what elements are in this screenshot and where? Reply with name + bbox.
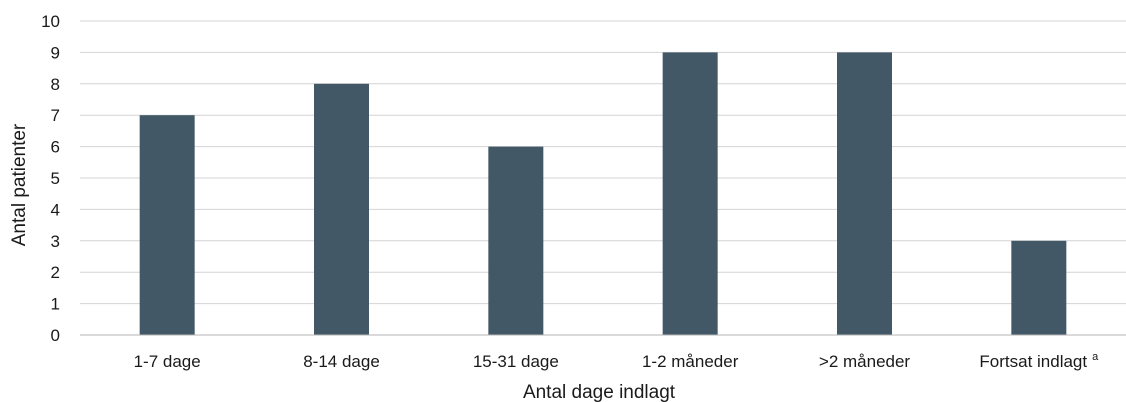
x-tick-text: Fortsat indlagt [979,352,1087,371]
x-tick-text: 1-2 måneder [642,352,739,371]
gridlines [80,20,1126,336]
bar [139,115,195,335]
y-tick-labels: 0 1 2 3 4 5 6 7 8 9 10 [41,12,60,345]
y-tick-label: 6 [51,138,60,157]
x-tick-label: 15-31 dage [473,352,559,371]
x-tick-text: 8-14 dage [303,352,380,371]
x-axis-title: Antal dage indlagt [523,382,676,402]
x-tick-label: 8-14 dage [303,352,380,371]
y-tick-label: 4 [51,200,60,219]
y-axis-title: Antal patienter [9,123,30,246]
x-tick-labels: 1-7 dage 8-14 dage 15-31 dage 1-2 måneder >2… [134,351,1100,371]
y-tick-label: 7 [51,106,60,125]
y-tick-label: 10 [41,12,60,31]
bar [662,52,718,336]
bar [1011,240,1067,335]
y-tick-label: 1 [51,295,60,314]
x-tick-text: 15-31 dage [473,352,559,371]
bar [488,146,544,335]
y-tick-label: 0 [51,326,60,345]
y-tick-label: 5 [51,169,60,188]
x-tick-label: Fortsat indlagt a [979,351,1099,371]
y-tick-label: 8 [51,75,60,94]
x-tick-text: >2 måneder [819,352,911,371]
x-tick-label: 1-2 måneder [642,352,739,371]
bar [837,52,892,336]
bars [139,52,1067,336]
y-tick-label: 2 [51,263,60,282]
bar [314,83,369,335]
y-tick-label: 3 [51,232,60,251]
x-tick-text: 1-7 dage [134,352,201,371]
x-tick-label: >2 måneder [819,352,911,371]
footnote-marker: a [1092,351,1099,363]
x-tick-label: 1-7 dage [134,352,201,371]
y-tick-label: 9 [51,43,60,62]
